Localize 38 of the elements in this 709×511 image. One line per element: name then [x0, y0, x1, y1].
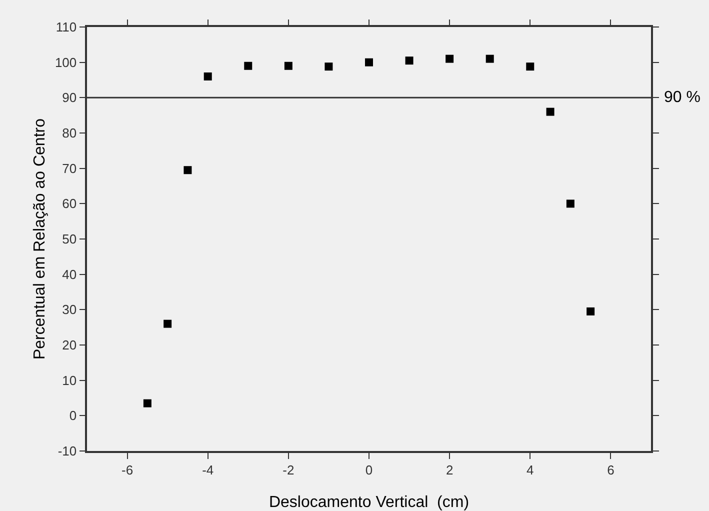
y-tick-label: 100	[54, 54, 77, 70]
y-tick-label: -10	[58, 444, 77, 459]
y-tick-label: 40	[62, 266, 77, 282]
point	[143, 399, 152, 408]
point	[526, 62, 534, 71]
point	[184, 166, 192, 174]
point	[284, 62, 292, 70]
y-tick-label: 110	[56, 20, 77, 35]
x-tick-label: 2	[446, 462, 454, 478]
y-tick-label: 50	[62, 232, 77, 247]
x-axis-title: Deslocamento Vertical (cm)	[268, 494, 470, 511]
point	[365, 58, 373, 66]
y-tick-label: 90	[62, 90, 77, 106]
y-axis-title: Percentual em Relação ao Centro	[32, 118, 48, 360]
point	[324, 62, 333, 71]
point	[244, 62, 252, 70]
x-tick-label: -4	[202, 462, 214, 478]
point	[586, 307, 595, 316]
y-tick-label: 0	[69, 408, 77, 424]
y-tick-label: 20	[62, 338, 77, 353]
x-tick-label: -2	[282, 462, 294, 478]
point	[546, 108, 554, 116]
x-tick-label: -6	[122, 462, 134, 478]
x-tick-label: 6	[607, 462, 614, 478]
ref-line-label: 90 %	[664, 89, 700, 106]
point	[566, 200, 574, 208]
point	[446, 54, 454, 63]
y-tick-label: 70	[62, 160, 77, 176]
y-tick-label: 10	[62, 372, 77, 388]
x-tick-label: 0	[365, 462, 373, 478]
point	[164, 320, 172, 328]
point	[204, 72, 212, 80]
point	[405, 56, 414, 65]
y-tick-label: 80	[62, 126, 77, 141]
point	[486, 54, 494, 63]
y-tick-label: 60	[62, 196, 77, 212]
y-tick-label: 30	[62, 302, 77, 318]
x-tick-label: 4	[526, 462, 534, 478]
